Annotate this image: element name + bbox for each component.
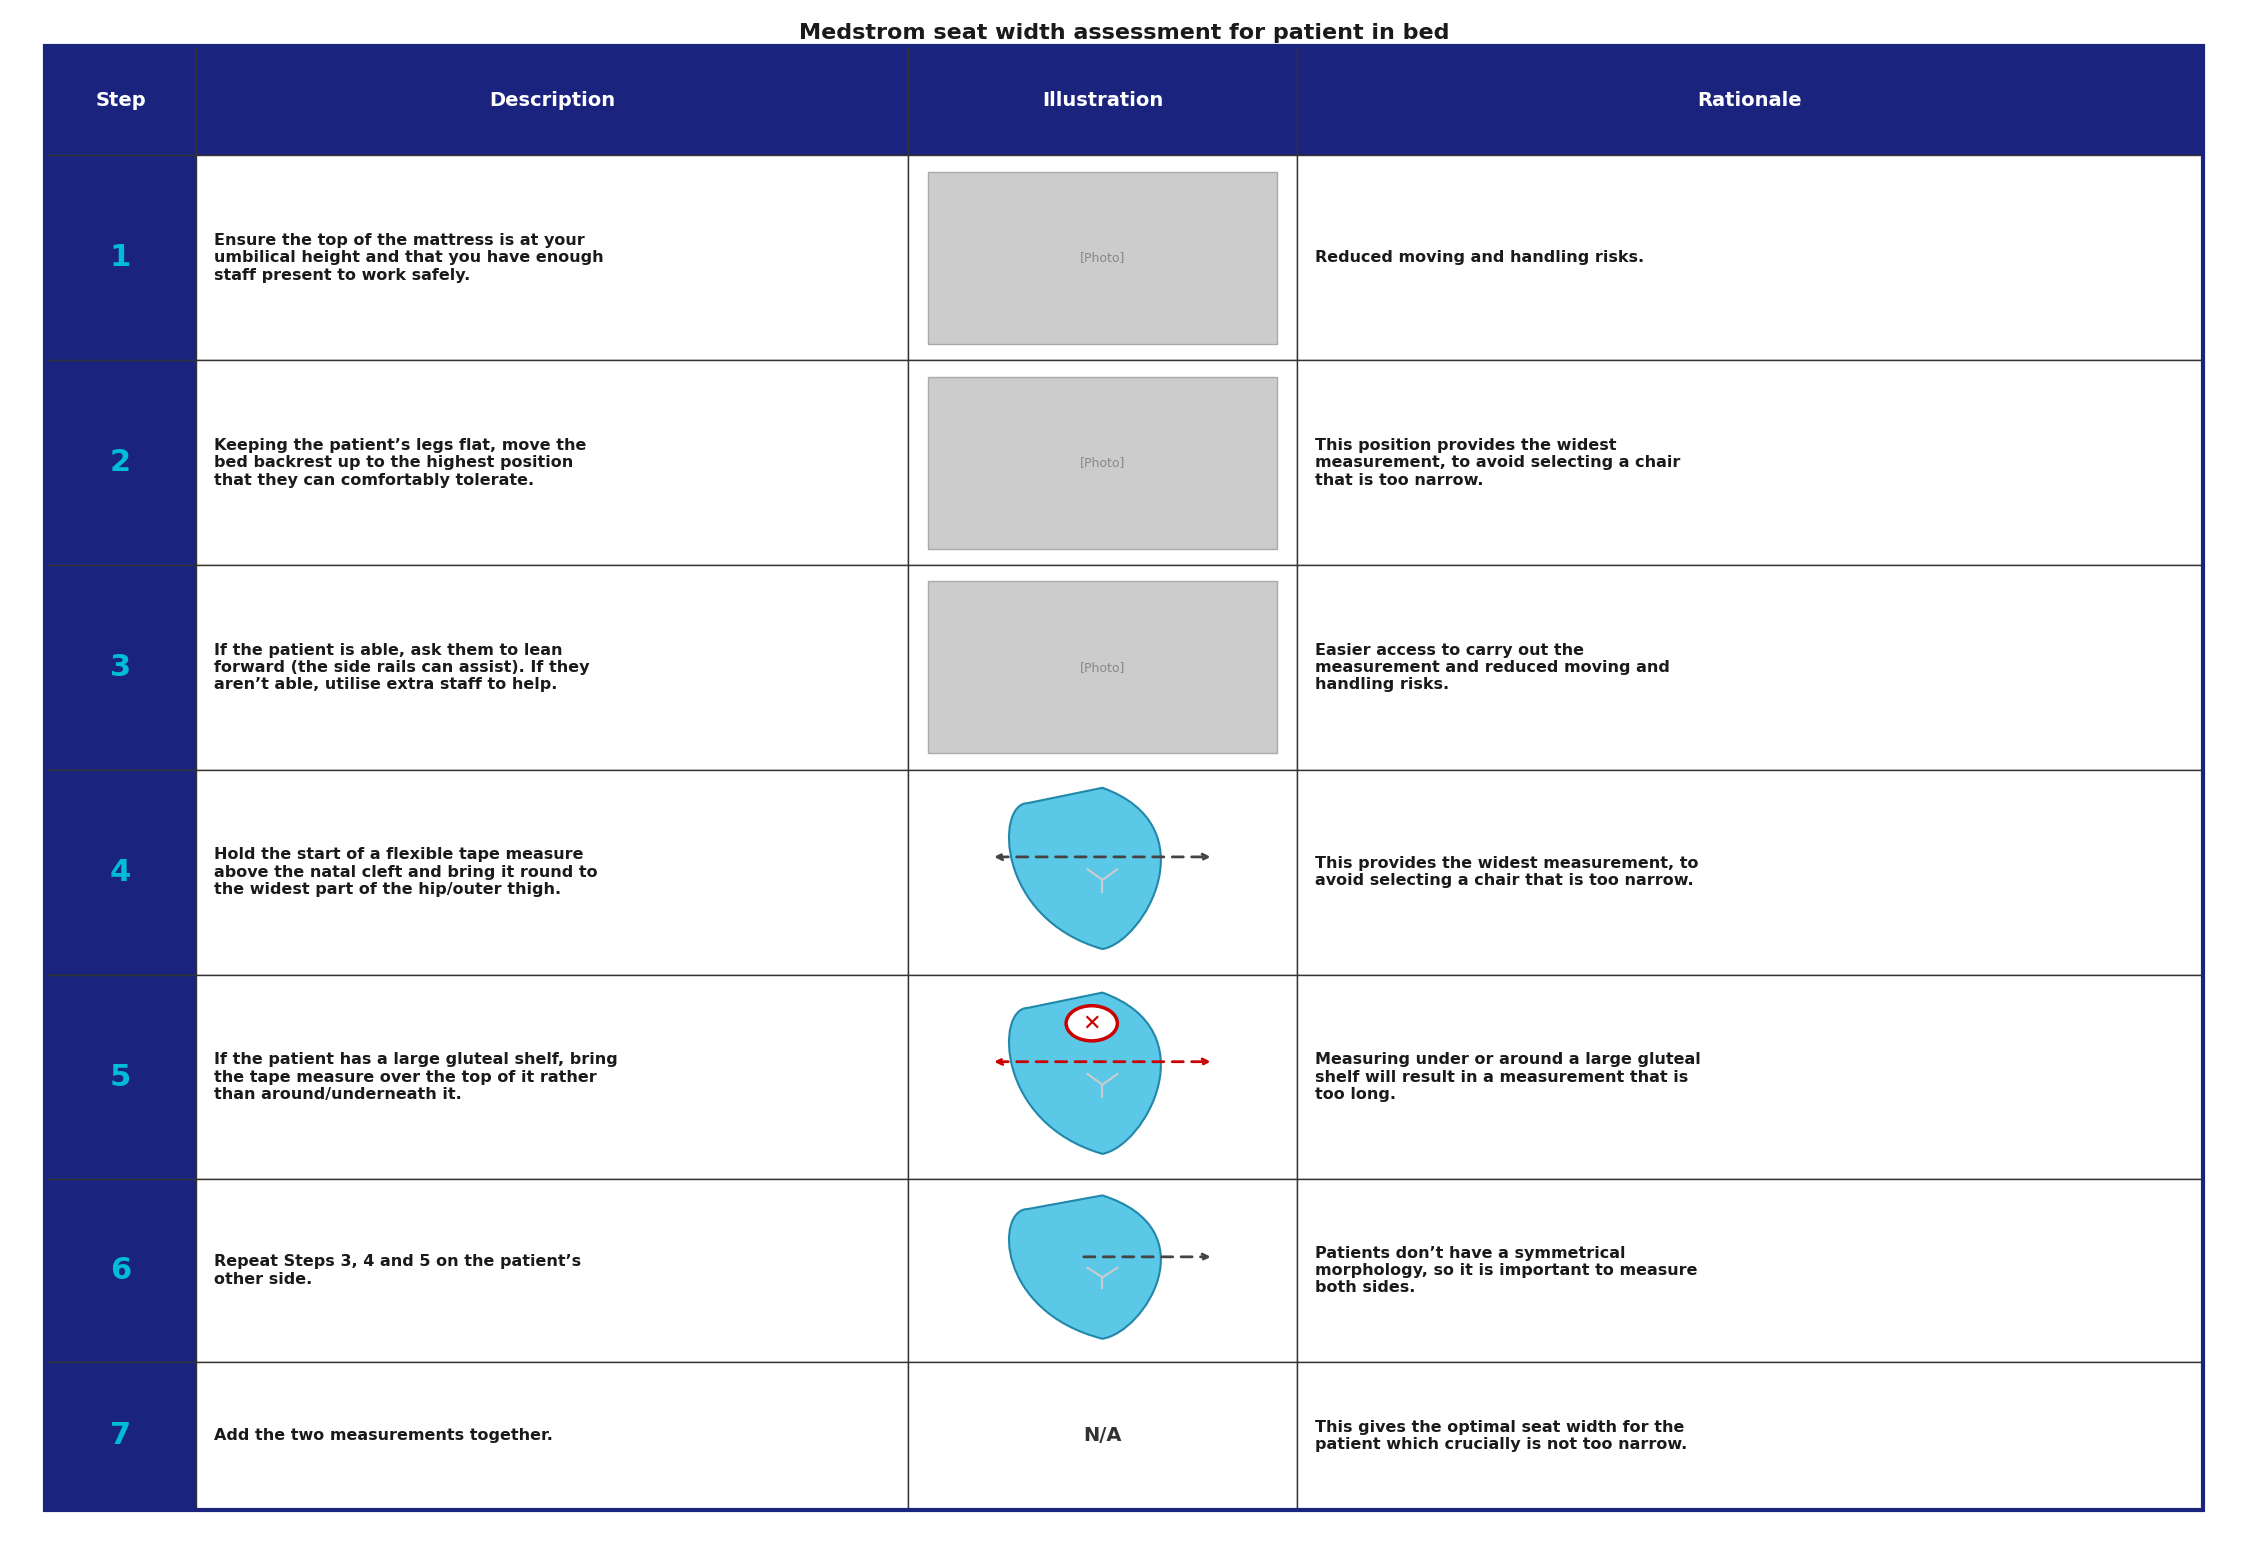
Bar: [1297, 974, 2203, 1179]
Bar: [45, 566, 196, 770]
Bar: [196, 1362, 908, 1510]
Bar: [196, 974, 908, 1179]
Bar: [1297, 46, 2203, 156]
Text: 3: 3: [110, 653, 130, 683]
PathPatch shape: [1009, 992, 1160, 1154]
Text: Reduced moving and handling risks.: Reduced moving and handling risks.: [1315, 250, 1643, 265]
Text: 1: 1: [110, 243, 130, 273]
Text: Repeat Steps 3, 4 and 5 on the patient’s
other side.: Repeat Steps 3, 4 and 5 on the patient’s…: [214, 1254, 582, 1287]
Bar: [1297, 770, 2203, 974]
Text: 2: 2: [110, 448, 130, 478]
Text: Medstrom seat width assessment for patient in bed: Medstrom seat width assessment for patie…: [798, 23, 1450, 43]
Bar: [908, 770, 1297, 974]
Bar: [45, 361, 196, 566]
Bar: [45, 1179, 196, 1362]
Bar: [908, 361, 1297, 566]
Bar: [908, 974, 1297, 1179]
Text: Description: Description: [490, 91, 616, 111]
Text: Measuring under or around a large gluteal
shelf will result in a measurement tha: Measuring under or around a large glutea…: [1315, 1053, 1699, 1102]
Text: Step: Step: [94, 91, 146, 111]
Text: 6: 6: [110, 1256, 130, 1285]
Bar: [196, 566, 908, 770]
Bar: [908, 156, 1297, 361]
Text: Keeping the patient’s legs flat, move the
bed backrest up to the highest positio: Keeping the patient’s legs flat, move th…: [214, 438, 587, 487]
FancyBboxPatch shape: [928, 376, 1277, 549]
Bar: [196, 46, 908, 156]
FancyBboxPatch shape: [928, 581, 1277, 754]
Text: Add the two measurements together.: Add the two measurements together.: [214, 1429, 553, 1444]
Text: If the patient is able, ask them to lean
forward (the side rails can assist). If: If the patient is able, ask them to lean…: [214, 643, 589, 692]
Bar: [45, 156, 196, 361]
Bar: [1297, 1362, 2203, 1510]
Bar: [1297, 156, 2203, 361]
Bar: [196, 361, 908, 566]
Circle shape: [1066, 1006, 1117, 1040]
Bar: [1297, 1179, 2203, 1362]
FancyBboxPatch shape: [928, 173, 1277, 344]
Bar: [196, 1179, 908, 1362]
Bar: [45, 770, 196, 974]
Text: Rationale: Rationale: [1697, 91, 1803, 111]
Bar: [196, 156, 908, 361]
Text: Illustration: Illustration: [1041, 91, 1162, 111]
Bar: [908, 1362, 1297, 1510]
Text: Patients don’t have a symmetrical
morphology, so it is important to measure
both: Patients don’t have a symmetrical morpho…: [1315, 1245, 1697, 1296]
Bar: [908, 1179, 1297, 1362]
Text: This provides the widest measurement, to
avoid selecting a chair that is too nar: This provides the widest measurement, to…: [1315, 857, 1697, 889]
Text: Hold the start of a flexible tape measure
above the natal cleft and bring it rou: Hold the start of a flexible tape measur…: [214, 848, 598, 897]
Text: N/A: N/A: [1084, 1427, 1122, 1445]
Text: This gives the optimal seat width for the
patient which crucially is not too nar: This gives the optimal seat width for th…: [1315, 1419, 1686, 1452]
Bar: [45, 46, 196, 156]
PathPatch shape: [1009, 787, 1160, 949]
Text: [Photo]: [Photo]: [1079, 251, 1124, 265]
PathPatch shape: [1009, 1196, 1160, 1339]
Text: 7: 7: [110, 1421, 130, 1450]
Text: Easier access to carry out the
measurement and reduced moving and
handling risks: Easier access to carry out the measureme…: [1315, 643, 1670, 692]
Bar: [45, 974, 196, 1179]
Bar: [1297, 361, 2203, 566]
Text: [Photo]: [Photo]: [1079, 661, 1124, 673]
Text: 4: 4: [110, 858, 130, 886]
Bar: [908, 46, 1297, 156]
Text: Ensure the top of the mattress is at your
umbilical height and that you have eno: Ensure the top of the mattress is at you…: [214, 233, 605, 282]
Text: 5: 5: [110, 1063, 130, 1091]
Bar: [45, 1362, 196, 1510]
Text: If the patient has a large gluteal shelf, bring
the tape measure over the top of: If the patient has a large gluteal shelf…: [214, 1053, 618, 1102]
Text: This position provides the widest
measurement, to avoid selecting a chair
that i: This position provides the widest measur…: [1315, 438, 1679, 487]
Bar: [1297, 566, 2203, 770]
Text: [Photo]: [Photo]: [1079, 456, 1124, 468]
Bar: [908, 566, 1297, 770]
Bar: [196, 770, 908, 974]
Text: ✕: ✕: [1084, 1014, 1102, 1034]
